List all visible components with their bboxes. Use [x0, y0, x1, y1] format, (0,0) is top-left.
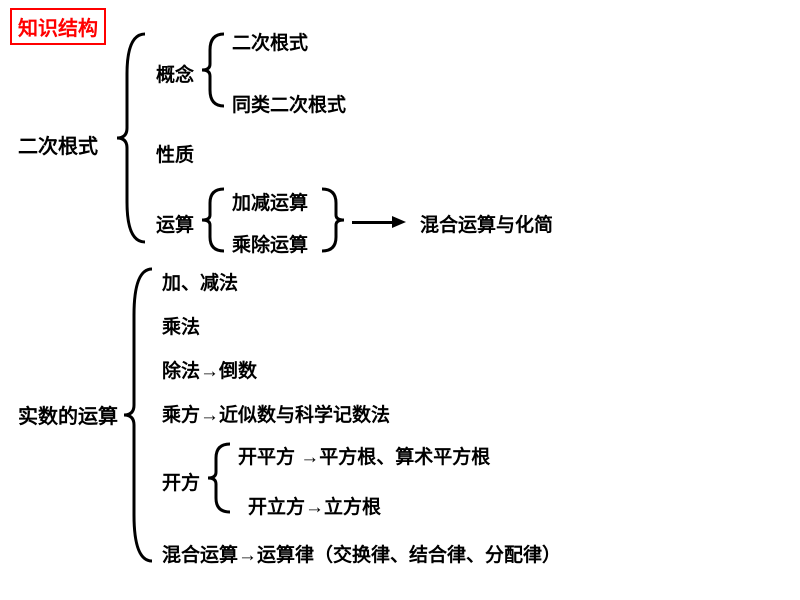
kaifang-brace [206, 440, 234, 516]
operation-brace-open [200, 185, 228, 255]
operation-child-1: 乘除运算 [232, 230, 308, 257]
tree2-child-0: 加、减法 [162, 268, 238, 295]
operation-target: 混合运算与化简 [420, 210, 553, 237]
tree1-root: 二次根式 [18, 130, 98, 159]
kaifang-child-0: 开平方 →平方根、算术平方根 [238, 442, 490, 469]
tree1-child-property: 性质 [156, 140, 194, 167]
tree2-child-2: 除法→倒数 [162, 356, 257, 383]
concept-child-1: 同类二次根式 [232, 90, 346, 117]
tree2-child-5: 混合运算→运算律（交换律、结合律、分配律） [162, 540, 561, 567]
tree2-brace [122, 265, 156, 565]
tree2-child-4: 开方 [162, 468, 200, 495]
title-text: 知识结构 [18, 18, 98, 40]
concept-brace [200, 30, 228, 110]
concept-child-0: 二次根式 [232, 28, 308, 55]
operation-child-0: 加减运算 [232, 188, 308, 215]
tree1-child-operation: 运算 [156, 210, 194, 237]
tree2-child-1: 乘法 [162, 312, 200, 339]
title-box: 知识结构 [10, 8, 106, 45]
tree2-root: 实数的运算 [18, 400, 118, 429]
tree2-child-3: 乘方→近似数与科学记数法 [162, 400, 390, 427]
tree1-child-concept: 概念 [156, 60, 194, 87]
kaifang-child-1: 开立方→立方根 [248, 492, 381, 519]
tree1-brace [115, 30, 149, 246]
operation-brace-close [318, 185, 346, 255]
operation-arrow [352, 216, 406, 228]
